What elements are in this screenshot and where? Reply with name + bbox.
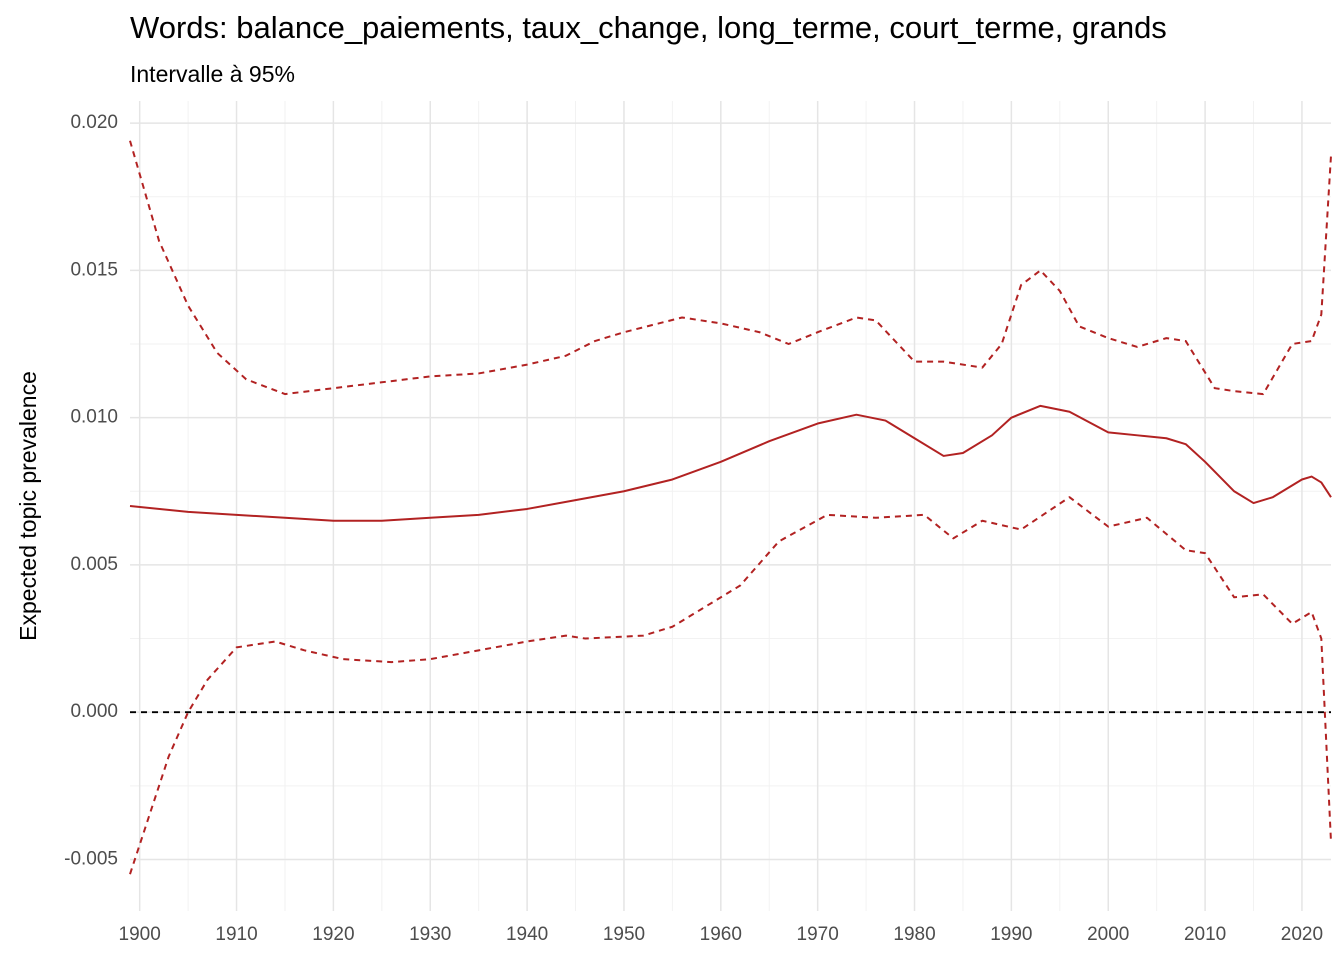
y-tick-label: 0.015	[70, 259, 118, 280]
chart-subtitle: Intervalle à 95%	[130, 61, 295, 87]
series-line	[129, 404, 1332, 522]
y-tick-label: 0.010	[70, 407, 118, 428]
x-tick-label: 1910	[215, 924, 257, 945]
x-tick-label: 1960	[700, 924, 742, 945]
x-tick-label: 2010	[1184, 924, 1226, 945]
x-tick-label: 1980	[893, 924, 935, 945]
x-tick-label: 1920	[312, 924, 354, 945]
y-tick-label: 0.000	[70, 701, 118, 722]
x-tick-label: 2020	[1281, 924, 1323, 945]
chart-title: Words: balance_paiements, taux_change, l…	[130, 10, 1167, 45]
x-tick-label: 1900	[119, 924, 161, 945]
x-tick-label: 1950	[603, 924, 645, 945]
x-tick-label: 2000	[1087, 924, 1129, 945]
y-tick-label: 0.020	[70, 112, 118, 133]
y-axis-label: Expected topic prevalence	[15, 371, 41, 641]
series-line	[129, 496, 1332, 875]
x-tick-label: 1930	[409, 924, 451, 945]
x-tick-label: 1990	[990, 924, 1032, 945]
series-line	[129, 140, 1332, 396]
x-tick-label: 1970	[797, 924, 839, 945]
y-tick-label: 0.005	[70, 554, 118, 575]
x-tick-label: 1940	[506, 924, 548, 945]
y-tick-label: -0.005	[64, 848, 118, 869]
